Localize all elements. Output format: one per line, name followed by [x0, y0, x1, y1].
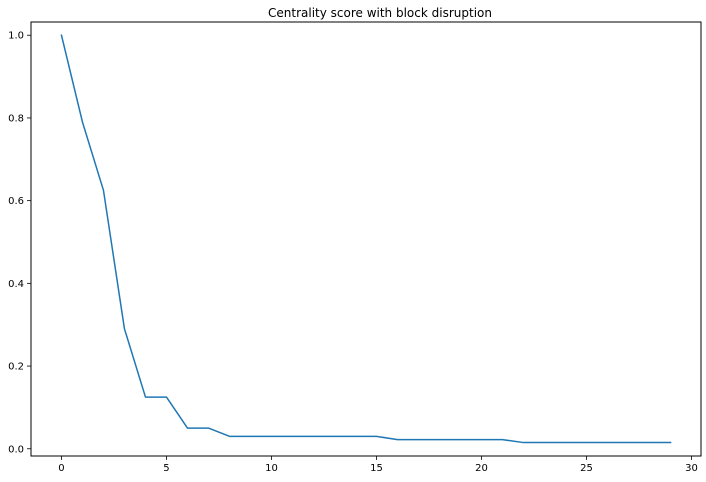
x-tick-label: 30	[685, 463, 698, 474]
x-tick-label: 5	[163, 463, 169, 474]
x-tick-label: 15	[370, 463, 383, 474]
x-tick-label: 0	[58, 463, 64, 474]
x-tick-label: 25	[580, 463, 593, 474]
x-axis: 0 5 10 15 20 25 30	[58, 456, 698, 474]
y-axis: 0.0 0.2 0.4 0.6 0.8 1.0	[8, 31, 31, 455]
y-tick-label: 0.4	[8, 279, 24, 290]
plot-area	[31, 22, 701, 456]
y-tick-label: 0.0	[8, 444, 24, 455]
y-tick-label: 0.6	[8, 196, 24, 207]
y-tick-label: 1.0	[8, 31, 24, 42]
series-layer	[60, 34, 672, 444]
plot-frame	[30, 21, 702, 457]
y-tick-label: 0.8	[8, 113, 24, 124]
x-tick-label: 10	[265, 463, 278, 474]
chart-title: Centrality score with block disruption	[268, 6, 492, 20]
x-tick-label: 20	[475, 463, 488, 474]
series-line	[60, 34, 672, 444]
y-tick-label: 0.2	[8, 362, 24, 373]
